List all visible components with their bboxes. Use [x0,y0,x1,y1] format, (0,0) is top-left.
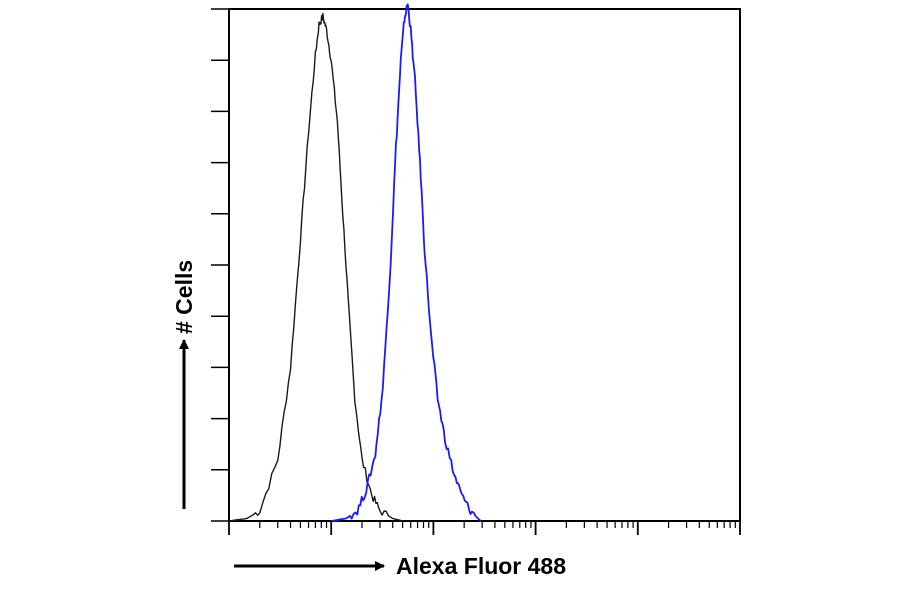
y-axis-ticks [211,8,229,522]
x-axis-label: Alexa Fluor 488 [396,553,566,579]
y-axis-label: # Cells [171,260,197,334]
plot-frame [228,8,741,522]
control-histogram-line [228,12,403,522]
stained-histogram-line [331,3,482,522]
series-layer [228,3,482,522]
x-axis-ticks [228,521,741,535]
